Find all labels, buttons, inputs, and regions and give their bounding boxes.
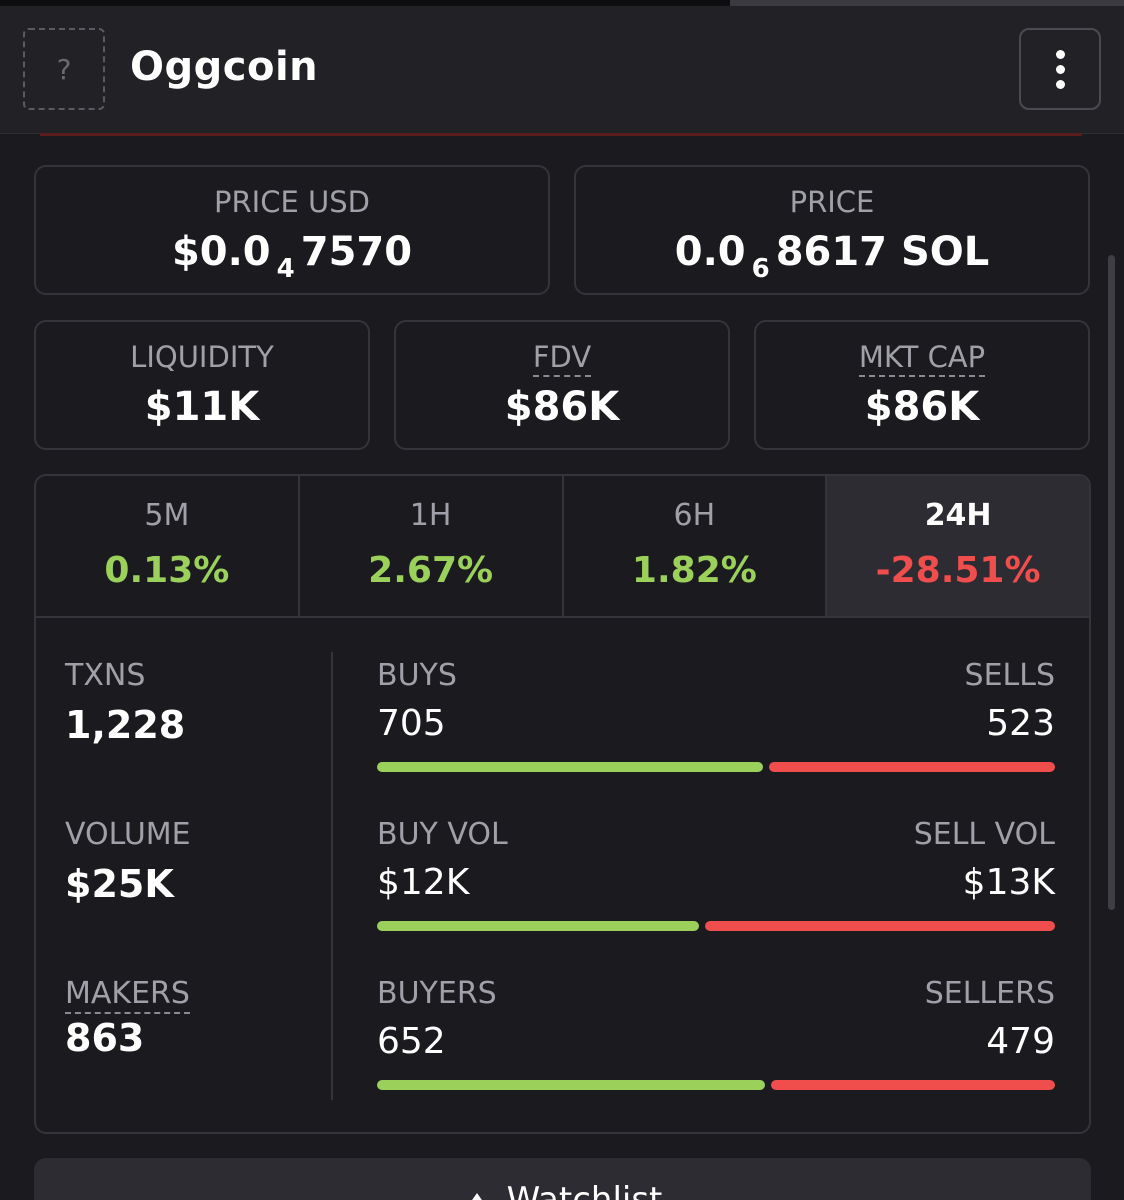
buy-bar bbox=[377, 921, 700, 931]
timeframe-panel: 5M 0.13% 1H 2.67% 6H 1.82% 24H -28.51% T… bbox=[34, 474, 1091, 1134]
volume-breakdown: BUY VOL SELL VOL $12K $13K bbox=[377, 817, 1055, 931]
menu-dot-icon bbox=[1055, 79, 1065, 89]
mkt-cap-label[interactable]: MKT CAP bbox=[858, 340, 986, 377]
txns-stat: TXNS 1,228 bbox=[65, 658, 185, 747]
makers-breakdown: BUYERS SELLERS 652 479 bbox=[377, 976, 1055, 1090]
tab-change: 0.13% bbox=[104, 550, 230, 591]
tab-change: 1.82% bbox=[631, 550, 757, 591]
tab-6h[interactable]: 6H 1.82% bbox=[564, 476, 828, 616]
volume-label: VOLUME bbox=[65, 817, 191, 852]
watchlist-label: Watchlist bbox=[506, 1180, 663, 1200]
liquidity-value: $11K bbox=[144, 384, 260, 430]
sell-vol-value: $13K bbox=[962, 862, 1055, 903]
makers-value: 863 bbox=[65, 1016, 145, 1060]
token-placeholder-icon: ? bbox=[23, 28, 105, 110]
price-sol-label: PRICE bbox=[789, 185, 875, 219]
buys-value: 705 bbox=[377, 703, 446, 744]
price-usd-value: $0.0 4 7570 bbox=[171, 229, 413, 284]
volume-value: $25K bbox=[65, 862, 174, 906]
volume-ratio-bar bbox=[377, 921, 1055, 931]
fdv-label[interactable]: FDV bbox=[532, 340, 592, 377]
tab-change: 2.67% bbox=[368, 550, 494, 591]
sells-label: SELLS bbox=[964, 658, 1055, 693]
watchlist-icon bbox=[462, 1193, 491, 1200]
makers-stat[interactable]: MAKERS 863 bbox=[65, 976, 190, 1060]
sell-bar bbox=[769, 762, 1055, 772]
buy-bar bbox=[377, 1080, 765, 1090]
buy-vol-value: $12K bbox=[377, 862, 470, 903]
buyers-label: BUYERS bbox=[377, 976, 497, 1011]
tab-change: -28.51% bbox=[875, 550, 1041, 591]
question-mark-icon: ? bbox=[56, 52, 72, 86]
price-sol-zero-count: 6 bbox=[751, 254, 770, 284]
watchlist-button[interactable]: Watchlist bbox=[34, 1158, 1091, 1200]
sells-value: 523 bbox=[986, 703, 1055, 744]
sell-bar bbox=[770, 1080, 1055, 1090]
more-options-button[interactable] bbox=[1019, 28, 1101, 110]
timeframe-tabs: 5M 0.13% 1H 2.67% 6H 1.82% 24H -28.51% bbox=[36, 476, 1089, 618]
buy-vol-label: BUY VOL bbox=[377, 817, 508, 852]
fdv-value: $86K bbox=[504, 384, 620, 430]
mkt-cap-card[interactable]: MKT CAP $86K bbox=[754, 320, 1090, 450]
makers-ratio-bar bbox=[377, 1080, 1055, 1090]
token-name: Oggcoin bbox=[130, 44, 319, 90]
mkt-cap-value: $86K bbox=[864, 384, 980, 430]
tab-5m[interactable]: 5M 0.13% bbox=[36, 476, 300, 616]
tab-label: 24H bbox=[924, 498, 992, 533]
sell-vol-label: SELL VOL bbox=[913, 817, 1055, 852]
tab-label: 6H bbox=[673, 498, 716, 533]
header-accent-line bbox=[40, 133, 1082, 136]
sell-bar bbox=[705, 921, 1055, 931]
stats-divider bbox=[331, 652, 333, 1100]
buyers-value: 652 bbox=[377, 1021, 446, 1062]
volume-stat: VOLUME $25K bbox=[65, 817, 191, 906]
menu-dot-icon bbox=[1055, 64, 1065, 74]
txns-ratio-bar bbox=[377, 762, 1055, 772]
sellers-value: 479 bbox=[986, 1021, 1055, 1062]
buys-label: BUYS bbox=[377, 658, 457, 693]
price-sol-card: PRICE 0.0 6 8617 SOL bbox=[574, 165, 1090, 295]
txns-value: 1,228 bbox=[65, 703, 186, 747]
menu-dot-icon bbox=[1055, 49, 1065, 59]
liquidity-label: LIQUIDITY bbox=[130, 340, 274, 374]
tab-label: 5M bbox=[144, 498, 190, 533]
price-sol-value: 0.0 6 8617 SOL bbox=[674, 229, 990, 284]
price-usd-card: PRICE USD $0.0 4 7570 bbox=[34, 165, 550, 295]
tab-1h[interactable]: 1H 2.67% bbox=[300, 476, 564, 616]
tab-24h[interactable]: 24H -28.51% bbox=[827, 476, 1089, 616]
txns-label: TXNS bbox=[65, 658, 146, 693]
top-strip-segment bbox=[730, 0, 1124, 6]
txns-breakdown: BUYS SELLS 705 523 bbox=[377, 658, 1055, 772]
fdv-card[interactable]: FDV $86K bbox=[394, 320, 730, 450]
buy-bar bbox=[377, 762, 764, 772]
tab-label: 1H bbox=[409, 498, 452, 533]
makers-label[interactable]: MAKERS bbox=[65, 976, 190, 1014]
scrollbar[interactable] bbox=[1108, 255, 1115, 910]
price-usd-zero-count: 4 bbox=[276, 254, 295, 284]
sellers-label: SELLERS bbox=[924, 976, 1055, 1011]
top-strip bbox=[0, 0, 1124, 6]
liquidity-card: LIQUIDITY $11K bbox=[34, 320, 370, 450]
price-usd-label: PRICE USD bbox=[214, 185, 370, 219]
token-header: ? Oggcoin bbox=[0, 6, 1124, 134]
